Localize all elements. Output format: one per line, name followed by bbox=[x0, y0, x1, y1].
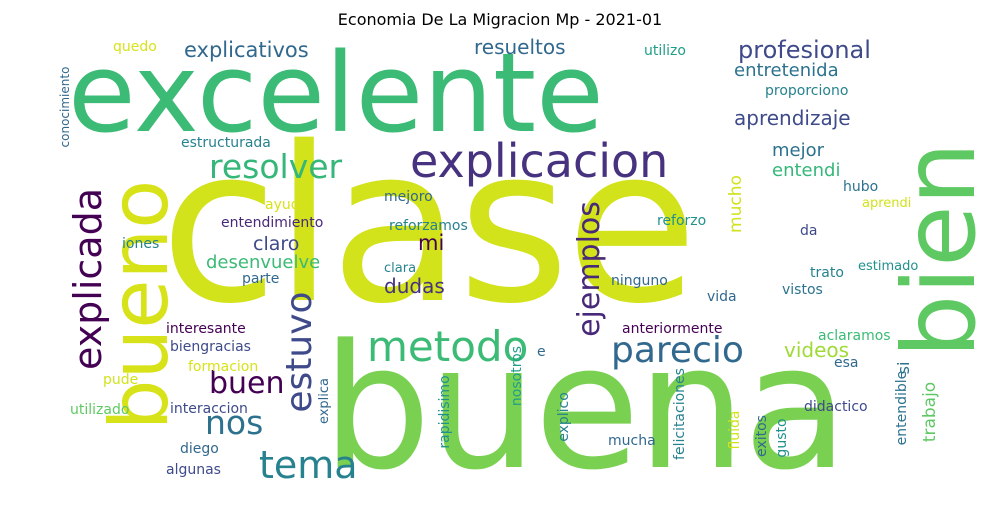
word-profesional: profesional bbox=[738, 36, 871, 64]
word-aprendi: aprendi bbox=[862, 196, 912, 211]
word-fluida: fluida bbox=[727, 410, 743, 450]
word-interesante: interesante bbox=[166, 321, 246, 337]
word-mucho: mucho bbox=[726, 175, 746, 233]
word-anteriormente: anteriormente bbox=[622, 321, 723, 337]
word-diego: diego bbox=[180, 441, 219, 457]
word-vistos: vistos bbox=[782, 282, 823, 298]
word-clara: clara bbox=[384, 261, 417, 276]
chart-title: Economia De La Migracion Mp - 2021-01 bbox=[337, 10, 663, 29]
word-parte: parte bbox=[242, 271, 280, 287]
word-proporciono: proporciono bbox=[765, 83, 849, 99]
word-reforzo: reforzo bbox=[657, 213, 707, 229]
word-explicada: explicada bbox=[66, 187, 110, 371]
word-da: da bbox=[800, 223, 818, 239]
word-explicacion: explicacion bbox=[410, 134, 669, 188]
word-aprendizaje: aprendizaje bbox=[734, 106, 851, 130]
word-explico: explico bbox=[556, 392, 572, 442]
word-algunas: algunas bbox=[166, 462, 221, 478]
word-iones: iones bbox=[122, 236, 160, 252]
word-resolver: resolver bbox=[209, 147, 343, 186]
word-videos: videos bbox=[784, 338, 850, 362]
word-e: e bbox=[537, 344, 546, 360]
word-desenvuelve: desenvuelve bbox=[206, 252, 321, 273]
word-trabajo: trabajo bbox=[920, 381, 940, 443]
word-metodo: metodo bbox=[367, 322, 529, 371]
word-mi: mi bbox=[418, 231, 445, 255]
word-clase: clase bbox=[160, 100, 698, 351]
word-nos: nos bbox=[205, 403, 264, 442]
word-quedo: quedo bbox=[113, 39, 157, 55]
word-hubo: hubo bbox=[843, 179, 879, 195]
word-utilizado: utilizado bbox=[70, 402, 130, 418]
word-estructurada: estructurada bbox=[181, 135, 271, 151]
word-resueltos: resueltos bbox=[474, 35, 566, 59]
word-utilizo: utilizo bbox=[644, 43, 686, 59]
word-estuvo: estuvo bbox=[279, 291, 320, 413]
word-entretenida: entretenida bbox=[734, 60, 839, 81]
word-claro: claro bbox=[253, 233, 300, 255]
word-gusto: gusto bbox=[774, 418, 790, 458]
word-formacion: formacion bbox=[188, 359, 259, 375]
word-conocimiento: conocimiento bbox=[58, 66, 72, 148]
word-vida: vida bbox=[707, 289, 737, 305]
word-entendible: entendible bbox=[894, 370, 910, 446]
word-ninguno: ninguno bbox=[611, 273, 668, 289]
word-ayudo: ayudo bbox=[265, 197, 309, 213]
word-nosotros: nosotros bbox=[509, 345, 525, 407]
word-parecio: parecio bbox=[611, 330, 744, 371]
word-exitos: exitos bbox=[754, 415, 770, 457]
word-mejor: mejor bbox=[772, 140, 825, 161]
word-trato: trato bbox=[810, 265, 844, 281]
word-buen: buen bbox=[209, 366, 285, 401]
word-mejoro: mejoro bbox=[384, 189, 433, 205]
word-ejemplos: ejemplos bbox=[572, 201, 607, 337]
word-tema: tema bbox=[259, 443, 358, 487]
word-entendimiento: entendimiento bbox=[221, 215, 324, 231]
word-explicativos: explicativos bbox=[184, 38, 309, 62]
word-rapidisimo: rapidisimo bbox=[437, 375, 453, 449]
word-aclaramos: aclaramos bbox=[818, 328, 891, 344]
word-biengracias: biengracias bbox=[170, 339, 251, 355]
word-reforzamos: reforzamos bbox=[389, 218, 468, 234]
word-interaccion: interaccion bbox=[170, 401, 248, 417]
word-felicitaciones: felicitaciones bbox=[672, 368, 688, 460]
word-didactico: didactico bbox=[804, 399, 868, 415]
word-pude: pude bbox=[103, 372, 139, 388]
word-explica: explica bbox=[317, 377, 332, 425]
word-excelente: excelente bbox=[68, 29, 604, 157]
word-dudas: dudas bbox=[384, 274, 445, 298]
word-buena: buena bbox=[322, 307, 848, 508]
word-esa: esa bbox=[834, 355, 859, 371]
word-entendi: entendi bbox=[772, 160, 841, 181]
word-estimado: estimado bbox=[858, 259, 919, 274]
word-mucha: mucha bbox=[608, 433, 656, 449]
